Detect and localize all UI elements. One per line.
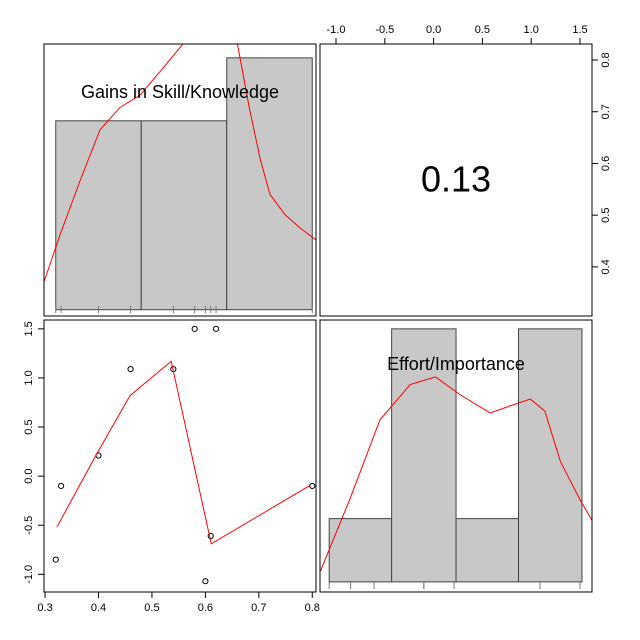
- point: [207, 532, 214, 540]
- point: [127, 365, 134, 373]
- x-tick-label: 1.5: [572, 24, 587, 36]
- bar: [140, 120, 228, 311]
- point: [309, 482, 316, 490]
- panel-border: [319, 43, 593, 317]
- x-tick-label: 0.5: [475, 24, 490, 36]
- bar: [328, 518, 393, 583]
- smooth-line: [56, 360, 310, 545]
- x-tick-label: 0.3: [37, 602, 52, 614]
- y-tick-label: -0.5: [23, 516, 35, 535]
- variable-label: Effort/Importance: [387, 354, 525, 374]
- bar: [55, 120, 142, 311]
- bar: [226, 57, 313, 311]
- y-tick-label: 0.7: [600, 104, 612, 119]
- point: [52, 556, 59, 563]
- bar: [518, 328, 583, 583]
- panel-border: [319, 319, 593, 593]
- y-tick-label: 0.6: [600, 156, 612, 171]
- y-tick-label: 1.5: [23, 321, 35, 336]
- bar: [455, 518, 520, 583]
- point: [58, 482, 65, 490]
- panel-border: [43, 43, 317, 317]
- x-tick-label: 0.8: [305, 602, 320, 614]
- x-tick-label: 0.0: [426, 24, 441, 36]
- y-tick-label: 1.0: [23, 370, 35, 385]
- x-tick-label: -0.5: [375, 24, 394, 36]
- y-tick-label: 0.0: [23, 468, 35, 483]
- bar: [391, 328, 457, 583]
- x-tick-label: -1.0: [327, 24, 346, 36]
- panel-border: [43, 319, 317, 593]
- x-tick-label: 0.5: [144, 602, 159, 614]
- x-tick-label: 0.6: [198, 602, 213, 614]
- y-tick-label: 0.5: [23, 419, 35, 434]
- x-tick-label: 0.4: [91, 602, 106, 614]
- y-tick-label: 0.5: [600, 208, 612, 223]
- correlation-value: 0.13: [421, 159, 491, 200]
- point: [202, 578, 209, 585]
- x-tick-label: 0.7: [251, 602, 266, 614]
- y-tick-label: -1.0: [23, 565, 35, 584]
- point: [212, 325, 220, 332]
- x-tick-label: 1.0: [524, 24, 539, 36]
- density-curve: [44, 44, 316, 283]
- y-tick-label: 0.8: [600, 52, 612, 67]
- y-tick-label: 0.4: [600, 259, 612, 274]
- density-curve: [320, 376, 592, 572]
- variable-label: Gains in Skill/Knowledge: [81, 82, 279, 102]
- point: [191, 325, 198, 332]
